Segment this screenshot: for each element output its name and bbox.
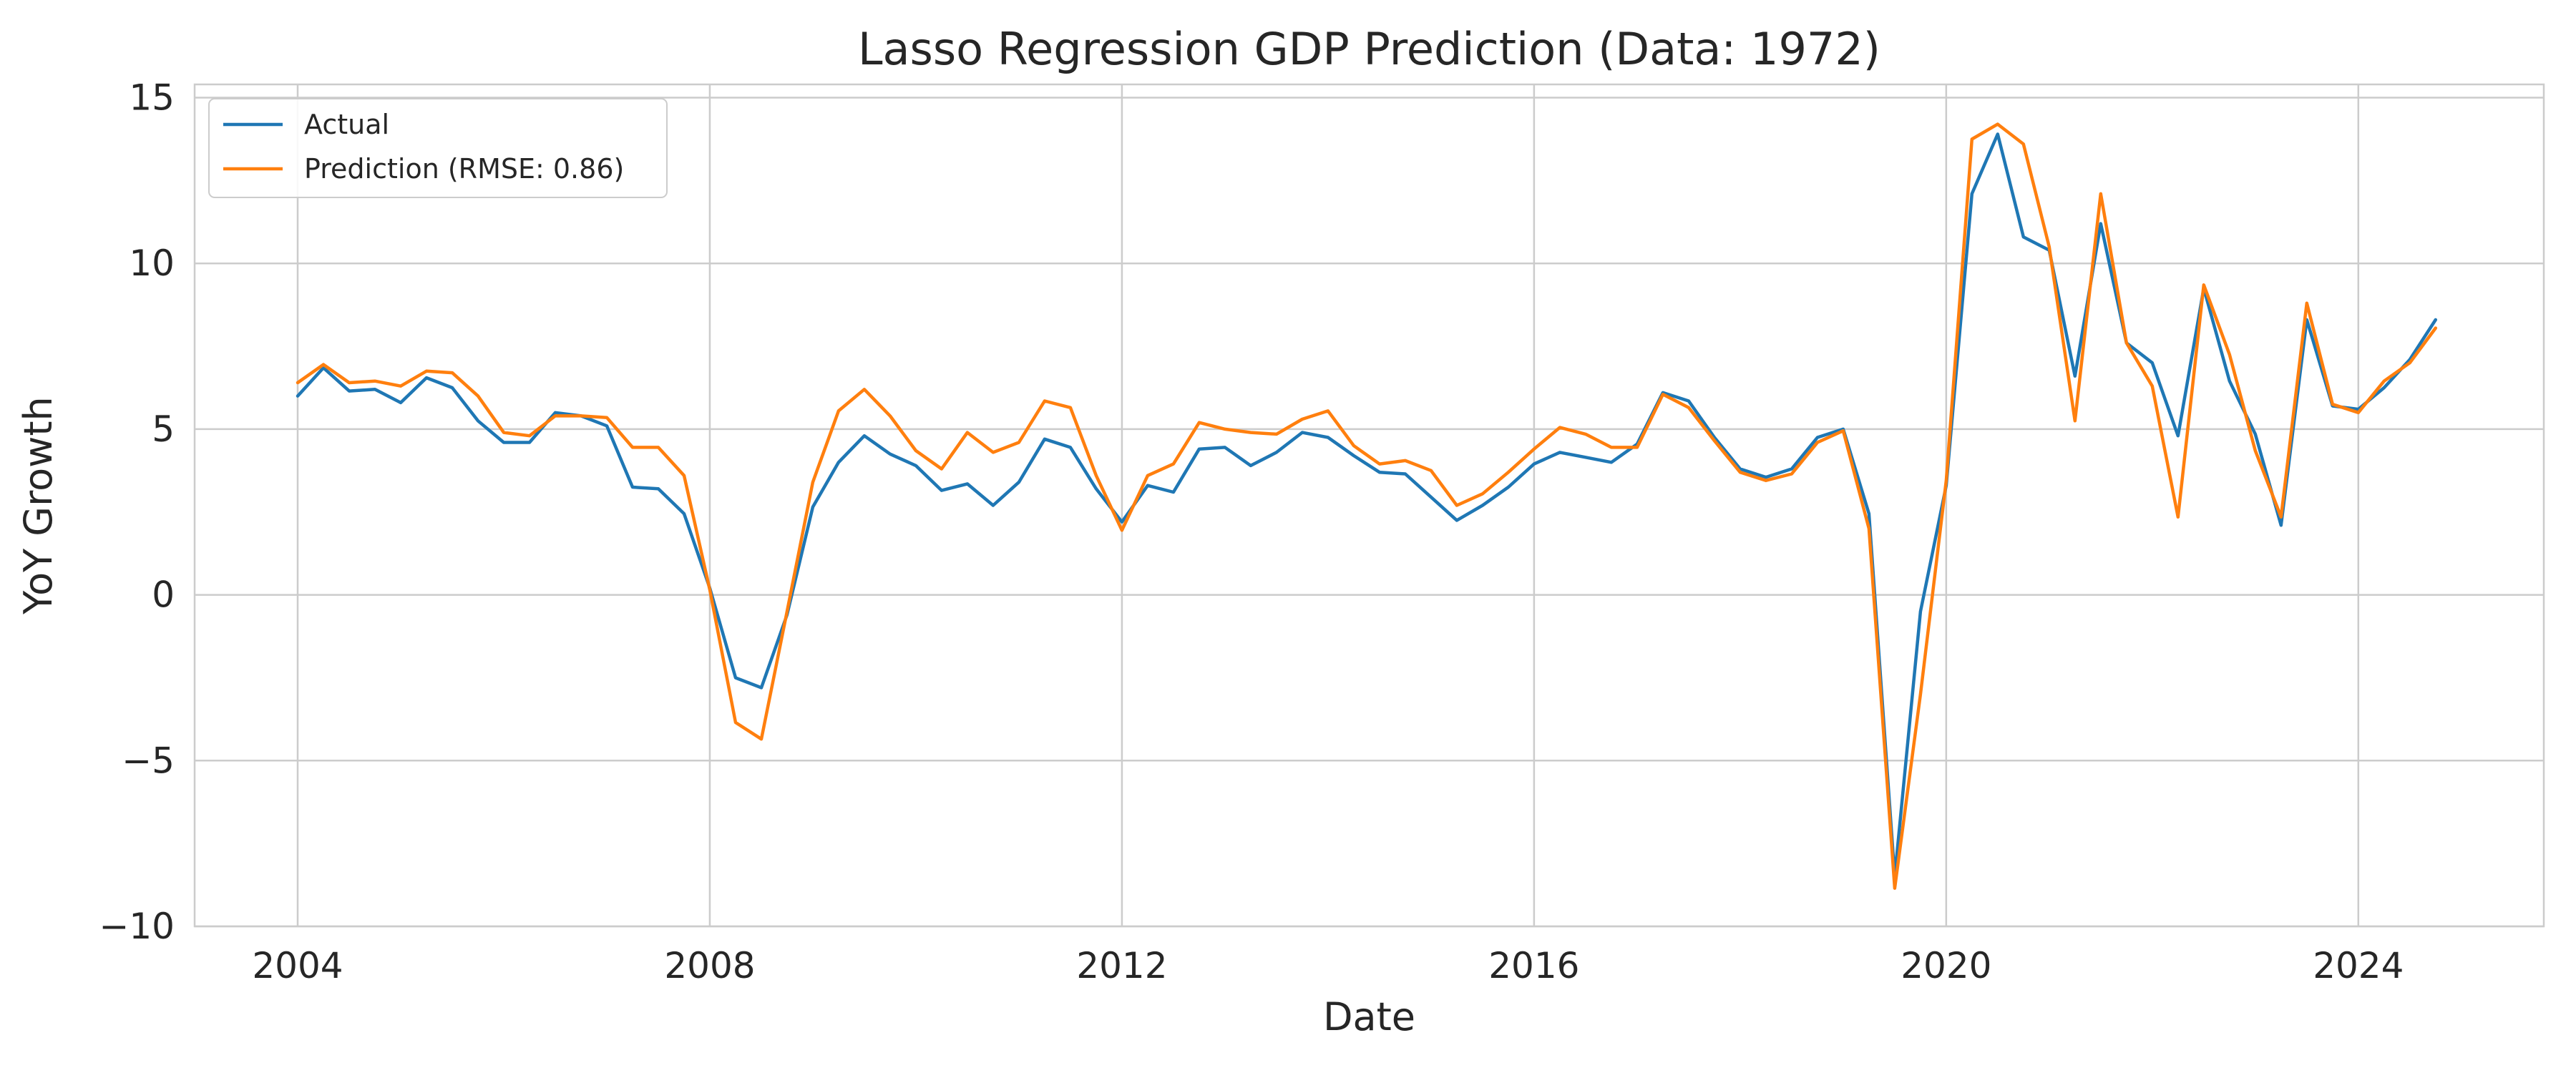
grid-lines [195, 84, 2544, 928]
series-line-actual [296, 132, 2438, 878]
x-axis-label: Date [1323, 994, 1415, 1039]
x-tick-label: 2012 [1076, 945, 1167, 986]
plot-area [193, 83, 2545, 928]
legend-label-prediction: Prediction (RMSE: 0.86) [304, 153, 624, 185]
y-tick-label: 5 [152, 408, 175, 450]
x-tick-label: 2020 [1901, 945, 1991, 986]
y-axis-label: YoY Growth [16, 396, 61, 614]
chart-title: Lasso Regression GDP Prediction (Data: 1… [858, 23, 1880, 75]
y-tick-label: −10 [99, 906, 175, 947]
legend-box [208, 98, 668, 198]
x-tick-label: 2024 [2313, 945, 2404, 986]
x-tick-label: 2008 [664, 945, 755, 986]
y-tick-label: 0 [152, 574, 175, 616]
legend-label-actual: Actual [304, 109, 389, 140]
tick-labels: 2004 2008 2012 2016 2020 2024 −10 −5 0 5 10 15 [99, 77, 2404, 986]
y-tick-label: 10 [129, 242, 175, 284]
x-tick-label: 2004 [252, 945, 343, 986]
y-tick-label: 15 [129, 77, 175, 119]
series-line-prediction [296, 122, 2438, 890]
x-tick-label: 2016 [1488, 945, 1579, 986]
y-tick-label: −5 [122, 740, 175, 781]
legend: Actual Prediction (RMSE: 0.86) [208, 98, 668, 198]
series-lines [296, 122, 2438, 890]
